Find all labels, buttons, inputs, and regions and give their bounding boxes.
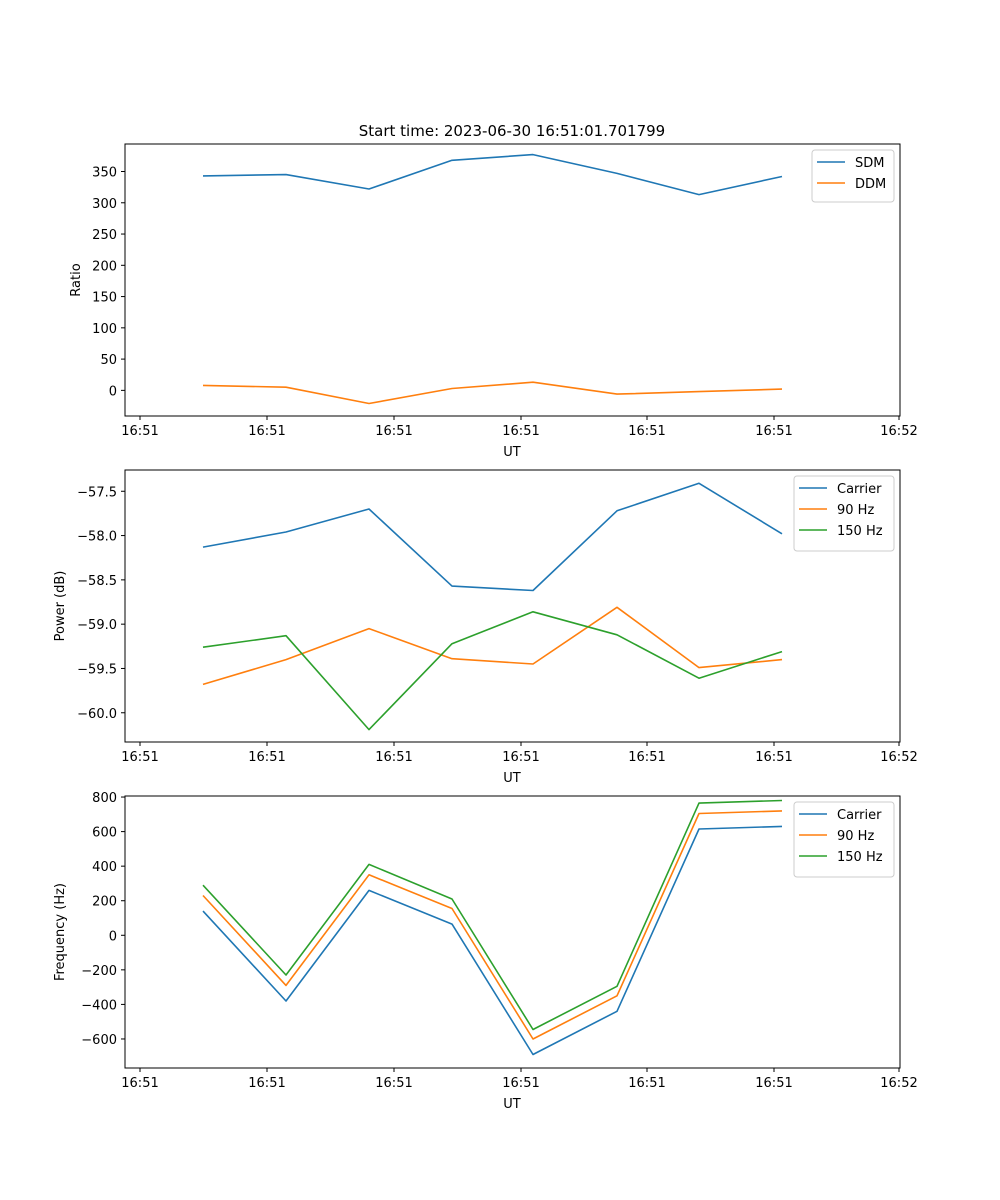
- y-tick-label: 150: [92, 291, 117, 306]
- y-tick-label: −400: [81, 998, 117, 1013]
- y-axis-label: Power (dB): [53, 571, 68, 642]
- y-tick-label: 800: [92, 791, 117, 806]
- y-tick-label: 200: [92, 895, 117, 910]
- series-line-90-hz: [202, 810, 783, 1040]
- chart-panel-2: 16:51 16:51 16:51 16:51 16:51 16:51 16:52 −60.0…: [53, 469, 918, 786]
- y-tick-label: 400: [92, 860, 117, 875]
- axes-frame: [124, 469, 901, 743]
- chart-panel-1: 16:51 16:51 16:51 16:51 16:51 16:51 16:52 0 50 10…: [69, 143, 918, 460]
- x-tick-label: 16:51: [755, 424, 792, 439]
- y-tick-label: −57.5: [77, 485, 117, 500]
- x-tick-label: 16:51: [502, 1076, 539, 1091]
- x-tick-label: 16:51: [121, 750, 158, 765]
- x-tick-label: 16:51: [502, 424, 539, 439]
- y-tick-label: 0: [109, 384, 117, 399]
- y-tick-label: 600: [92, 826, 117, 841]
- x-tick-label: 16:51: [755, 750, 792, 765]
- x-tick-label: 16:51: [628, 424, 665, 439]
- y-tick-label: 0: [109, 929, 117, 944]
- x-tick-label: 16:51: [121, 424, 158, 439]
- y-tick-label: 200: [92, 259, 117, 274]
- y-tick-label: −200: [81, 964, 117, 979]
- series-line-90-hz: [202, 606, 783, 686]
- y-tick-label: −58.0: [77, 530, 117, 545]
- x-tick-label: 16:51: [248, 750, 285, 765]
- legend-label: Carrier: [837, 808, 882, 823]
- legend-box: [811, 149, 895, 203]
- x-tick-label: 16:51: [502, 750, 539, 765]
- x-tick-label: 16:51: [375, 424, 412, 439]
- series-line-ddm: [202, 381, 783, 405]
- legend-label: 150 Hz: [837, 524, 883, 539]
- x-tick-label: 16:51: [248, 424, 285, 439]
- legend-box: [793, 475, 895, 552]
- x-tick-label: 16:51: [628, 750, 665, 765]
- chart-panel-3: 16:51 16:51 16:51 16:51 16:51 16:51 16:52 −600 −…: [53, 791, 918, 1112]
- y-tick-label: 250: [92, 228, 117, 243]
- x-axis-label: UT: [503, 771, 521, 786]
- charts-container: 16:51 16:51 16:51 16:51 16:51 16:51 16:52 0 50 10…: [53, 143, 918, 1112]
- series-line-150-hz: [202, 799, 783, 1031]
- x-axis-label: UT: [503, 1097, 521, 1112]
- x-tick-label: 16:51: [121, 1076, 158, 1091]
- y-axis-label: Frequency (Hz): [53, 883, 68, 981]
- x-tick-label: 16:51: [375, 750, 412, 765]
- legend-box: [793, 801, 895, 878]
- y-tick-label: 350: [92, 166, 117, 181]
- x-tick-label: 16:52: [880, 750, 917, 765]
- y-tick-label: −59.5: [77, 662, 117, 677]
- legend-label: Carrier: [837, 482, 882, 497]
- figure-title: Start time: 2023-06-30 16:51:01.701799: [359, 122, 665, 140]
- series-line-sdm: [202, 153, 783, 196]
- y-tick-label: 50: [100, 353, 117, 368]
- x-tick-label: 16:52: [880, 424, 917, 439]
- series-line-150-hz: [202, 610, 783, 731]
- y-tick-label: −600: [81, 1033, 117, 1048]
- series-line-carrier: [202, 825, 783, 1056]
- x-tick-label: 16:51: [248, 1076, 285, 1091]
- series-line-carrier: [202, 482, 783, 592]
- legend-label: DDM: [855, 177, 886, 192]
- x-tick-label: 16:51: [755, 1076, 792, 1091]
- legend-label: 90 Hz: [837, 829, 874, 844]
- y-axis-label: Ratio: [69, 263, 84, 296]
- x-tick-label: 16:51: [375, 1076, 412, 1091]
- legend-label: SDM: [855, 156, 884, 171]
- axes-frame: [124, 143, 901, 417]
- x-tick-label: 16:51: [628, 1076, 665, 1091]
- x-tick-label: 16:52: [880, 1076, 917, 1091]
- y-tick-label: −60.0: [77, 707, 117, 722]
- y-tick-label: −59.0: [77, 618, 117, 633]
- legend-label: 150 Hz: [837, 850, 883, 865]
- y-tick-label: 300: [92, 197, 117, 212]
- axes-frame: [124, 795, 901, 1069]
- y-tick-label: −58.5: [77, 574, 117, 589]
- y-tick-label: 100: [92, 322, 117, 337]
- x-axis-label: UT: [503, 445, 521, 460]
- legend-label: 90 Hz: [837, 503, 874, 518]
